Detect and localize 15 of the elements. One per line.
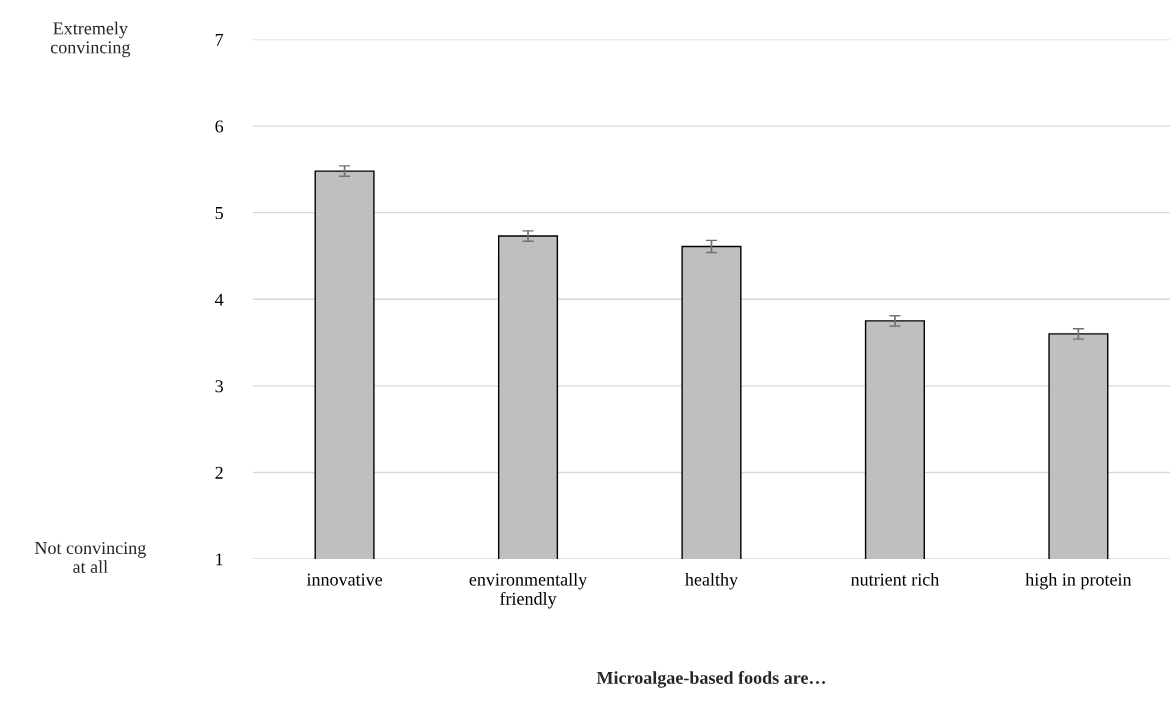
y-tick-label: 2 <box>215 466 223 479</box>
x-axis-title: Microalgae-based foods are… <box>596 671 826 688</box>
x-tick-label: healthy <box>685 572 738 590</box>
x-tick-label: innovative <box>306 573 383 586</box>
y-tick-label: 6 <box>215 120 224 133</box>
y-tick-label: 1 <box>216 553 223 566</box>
x-tick-label: nutrient rich <box>850 572 940 586</box>
y-tick-label: 7 <box>215 33 224 46</box>
y-tick-label: 5 <box>215 207 223 220</box>
y-tick-label: 4 <box>215 293 224 306</box>
text: Extremely convincing <box>50 21 131 58</box>
x-tick-label: high in protein <box>1025 572 1132 590</box>
y-tick-label: 3 <box>215 380 223 393</box>
x-tick-label: environmentally friendly <box>469 572 588 609</box>
text: Not convincing at all <box>34 541 146 574</box>
